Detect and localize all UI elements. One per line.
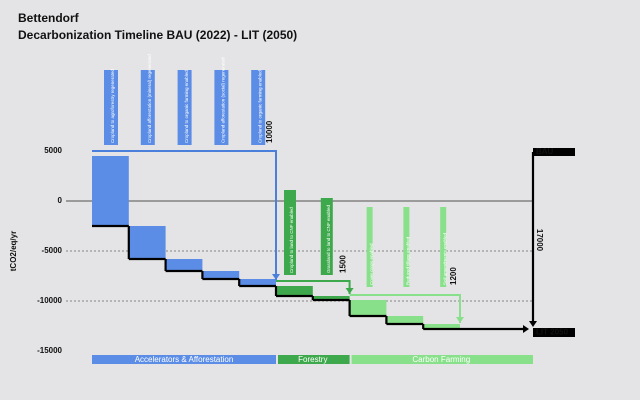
legend-label: Carbon Farming: [412, 355, 470, 364]
bar: [92, 156, 129, 226]
y-tick-label: -15000: [37, 346, 62, 355]
chart-title: Bettendorf: [18, 11, 80, 25]
note-column: [320, 198, 333, 275]
y-tick-label: 0: [58, 196, 63, 205]
bar: [165, 259, 203, 271]
arrow-head: [272, 274, 280, 280]
chart-subtitle: Decarbonization Timeline BAU (2022) - LI…: [18, 28, 297, 42]
group-arrow: [349, 294, 461, 323]
lit-label: LIT 2050: [536, 328, 569, 337]
bar: [349, 300, 387, 316]
category-band: [351, 355, 533, 364]
arrow-head: [456, 317, 464, 323]
group-total: 1200: [449, 267, 458, 285]
note-column: [440, 207, 447, 287]
note-text: Reduced tillage enabled: [406, 236, 411, 285]
arrow-head: [345, 288, 354, 294]
y-tick-label: 5000: [44, 146, 62, 155]
bar: [423, 324, 460, 329]
note-column: [214, 70, 229, 145]
bar: [276, 286, 313, 296]
group-arrow: [92, 150, 277, 280]
total-label: 17000: [535, 229, 544, 252]
category-band: [278, 355, 350, 364]
bau-label: BAU: [536, 147, 554, 156]
note-text: Cropland to organic farming enabled: [257, 70, 262, 143]
note-text: Grassland to land to CNF enabled: [326, 204, 331, 273]
arrow-head: [529, 321, 537, 327]
note-column: [177, 70, 192, 145]
bar: [128, 226, 166, 259]
note-text: Cropland to organic farming enabled: [184, 70, 189, 143]
note-text: Cropland to agroforestry regenerated: [110, 68, 115, 143]
note-column: [284, 190, 296, 275]
note-column: [366, 207, 373, 287]
note-text: Cropland afforestation (mineral) regener…: [147, 54, 152, 143]
group-total: 1500: [339, 255, 348, 273]
note-column: [251, 70, 266, 145]
note-text: Cropland afforestation (social) regenera…: [221, 57, 226, 143]
legend-label: Forestry: [298, 355, 327, 364]
bau-box: [533, 148, 575, 156]
y-tick-label: -10000: [37, 296, 62, 305]
bar: [386, 316, 424, 324]
note-text: Cropland to land to CNF enabled: [289, 207, 294, 273]
bar: [202, 271, 240, 279]
bar: [239, 279, 276, 286]
note-column: [104, 70, 118, 145]
arrow-head: [523, 325, 529, 333]
note-column: [140, 70, 155, 145]
note-text: Soil amendments enabled: [442, 232, 447, 285]
note-text: Cover crops enabled: [369, 243, 374, 285]
note-column: [403, 207, 410, 287]
y-axis-label: tCO2/eq/yr: [9, 231, 18, 271]
legend-label: Accelerators & Afforestation: [135, 355, 234, 364]
bar: [312, 296, 350, 300]
group-total: 10000: [265, 120, 274, 143]
y-tick-label: -5000: [42, 246, 63, 255]
category-band: [92, 355, 276, 364]
lit-box: [533, 328, 575, 337]
